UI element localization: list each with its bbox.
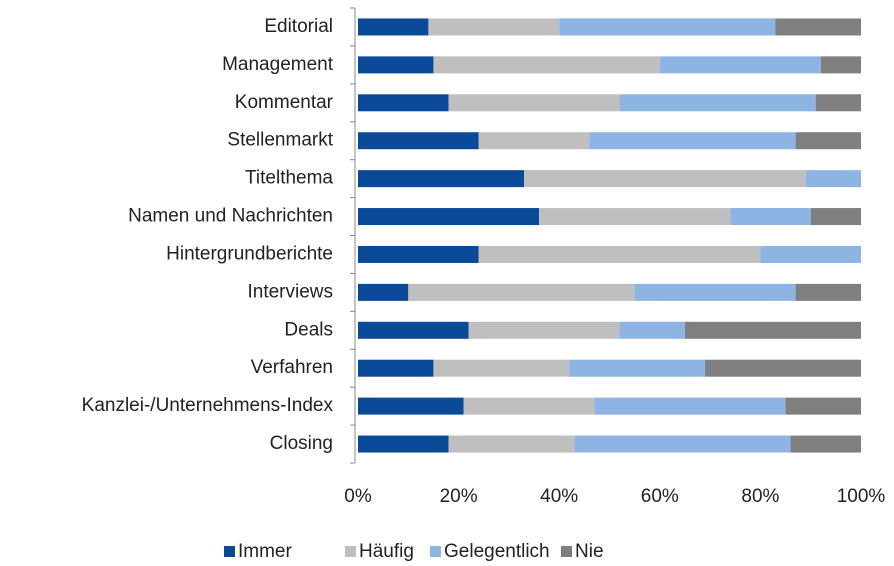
- legend-swatch: [345, 546, 356, 557]
- bar-segment: [659, 56, 821, 74]
- bar-segment: [820, 56, 861, 74]
- bar-segment: [805, 170, 861, 188]
- x-tick-label: 60%: [641, 486, 679, 507]
- bar-segment: [478, 132, 590, 150]
- legend-label: Häufig: [359, 541, 414, 562]
- bar-segment: [619, 94, 816, 112]
- bar-segment: [730, 208, 811, 226]
- legend-swatch: [430, 546, 441, 557]
- legend-label: Immer: [238, 541, 293, 562]
- bar-segment: [358, 435, 449, 453]
- category-label: Interviews: [247, 281, 333, 302]
- bar-segment: [705, 359, 861, 377]
- bar-segment: [358, 359, 434, 377]
- bar-segment: [358, 170, 524, 188]
- bar-segment: [594, 397, 786, 415]
- bar-segment: [559, 18, 776, 36]
- bar-segment: [358, 245, 479, 263]
- bar-segment: [634, 283, 796, 301]
- bar-segment: [574, 435, 791, 453]
- bar-segment: [795, 132, 861, 150]
- bar-segment: [358, 132, 479, 150]
- bar-segment: [448, 435, 575, 453]
- bar-segment: [358, 283, 409, 301]
- bar-segment: [358, 321, 469, 339]
- x-tick-label: 0%: [344, 486, 372, 507]
- bar-segment: [478, 245, 761, 263]
- category-label: Kommentar: [235, 92, 334, 113]
- x-tick-label: 80%: [741, 486, 779, 507]
- bar-segment: [358, 94, 449, 112]
- bar-segment: [760, 245, 861, 263]
- bar-segment: [428, 18, 560, 36]
- bar-segment: [358, 56, 434, 74]
- bar-segment: [539, 208, 731, 226]
- legend-label: Gelegentlich: [444, 541, 550, 562]
- category-label: Hintergrundberichte: [166, 243, 333, 264]
- category-label: Editorial: [264, 16, 333, 37]
- legend-label: Nie: [575, 541, 604, 562]
- bar-segment: [619, 321, 685, 339]
- bar-segment: [468, 321, 620, 339]
- bar-segment: [463, 397, 595, 415]
- bar-segment: [358, 18, 429, 36]
- bar-segment: [775, 18, 861, 36]
- category-label: Stellenmarkt: [227, 130, 333, 151]
- category-label: Namen und Nachrichten: [128, 206, 333, 227]
- bar-segment: [448, 94, 620, 112]
- category-label: Management: [222, 54, 334, 75]
- bar-segment: [358, 397, 464, 415]
- bar-segment: [815, 94, 861, 112]
- category-label: Deals: [284, 319, 333, 340]
- bar-segment: [589, 132, 796, 150]
- bar-segment: [433, 56, 660, 74]
- category-label: Titelthema: [245, 168, 333, 189]
- legend-swatch: [224, 546, 235, 557]
- bar-segment: [408, 283, 635, 301]
- x-tick-label: 40%: [540, 486, 578, 507]
- bar-segment: [810, 208, 861, 226]
- legend-swatch: [561, 546, 572, 557]
- bar-segment: [523, 170, 806, 188]
- bar-segment: [569, 359, 706, 377]
- bar-segment: [790, 435, 861, 453]
- x-tick-label: 20%: [440, 486, 478, 507]
- bar-segment: [433, 359, 570, 377]
- bar-segment: [684, 321, 861, 339]
- bar-segment: [358, 208, 540, 226]
- category-label: Kanzlei-/Unternehmens-Index: [82, 395, 334, 416]
- category-label: Closing: [270, 433, 333, 454]
- x-tick-label: 100%: [837, 486, 886, 507]
- bar-segment: [795, 283, 861, 301]
- bar-segment: [785, 397, 861, 415]
- category-label: Verfahren: [251, 357, 333, 378]
